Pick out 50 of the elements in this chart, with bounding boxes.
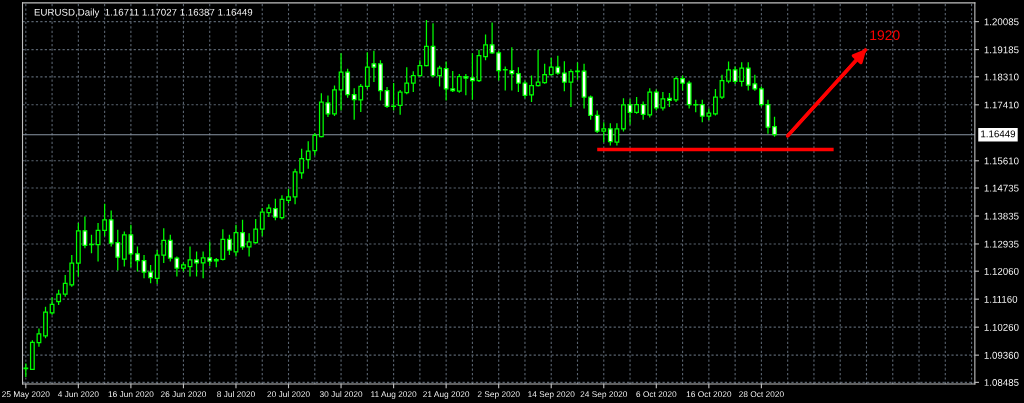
candlestick (148, 264, 154, 284)
x-tick-label: 6 Oct 2020 (636, 391, 677, 398)
y-tick-label: 1.10260 (984, 323, 1019, 331)
text: EURUSD,Daily 1.16711 1.17027 1.16387 1.16449 (34, 8, 253, 18)
x-tick-label: 30 Jul 2020 (319, 391, 363, 398)
candlestick (43, 306, 48, 339)
y-tick-label: 1.09360 (984, 351, 1019, 359)
y-tick-label: 1.18310 (984, 73, 1019, 81)
x-tick-label: 8 Jul 2020 (217, 391, 255, 398)
x-tick-label: 16 Oct 2020 (686, 391, 732, 398)
y-tick-label: 1.08485 (984, 379, 1019, 386)
x-tick-label: 21 Aug 2020 (423, 391, 470, 399)
candlestick (515, 66, 521, 93)
x-tick-label: 20 Jul 2020 (267, 391, 310, 398)
y-tick-label: 1.11160 (984, 295, 1018, 303)
y-tick-label: 1.14735 (984, 184, 1019, 192)
candlestick (529, 74, 534, 103)
x-tick-label: 11 Aug 2020 (371, 391, 417, 399)
candlestick (135, 245, 140, 273)
annotation: 1920 (870, 30, 900, 41)
candlestick (469, 52, 475, 101)
y-tick-label: 1.17410 (984, 101, 1019, 109)
y-tick-label: 1.13835 (984, 212, 1019, 220)
y-tick-label: 1.12060 (984, 267, 1019, 275)
candlestick (621, 97, 626, 133)
x-tick-label: 4 Jun 2020 (57, 391, 99, 398)
x-tick-label: 28 Oct 2020 (739, 391, 784, 398)
candlestick (758, 85, 764, 108)
x-tick-label: 26 Jun 2020 (160, 391, 207, 398)
y-tick-label: 1.15610 (984, 157, 1019, 165)
candlestick (424, 19, 429, 67)
candlestick (712, 88, 718, 117)
y-tick-label: 1.12935 (984, 240, 1019, 248)
candlestick (226, 234, 232, 256)
candlestick (332, 84, 337, 117)
candlestick (240, 219, 245, 251)
x-tick-label: 16 Jun 2020 (108, 391, 154, 398)
candlestick (437, 65, 443, 88)
x-tick-label: 2 Sep 2020 (477, 391, 520, 399)
x-tick-label: 14 Sep 2020 (528, 391, 575, 399)
candlestick (194, 250, 200, 278)
candlestick (483, 33, 488, 61)
y-tick-label: 1.19185 (984, 46, 1019, 54)
y-tick-label: 1.20085 (984, 18, 1019, 26)
ref-line-label: 1.16449 (981, 130, 1016, 138)
x-tick-label: 24 Sep 2020 (580, 391, 628, 399)
candlestick (726, 60, 731, 84)
x-tick-label: 25 May 2020 (2, 391, 50, 399)
candlestick (391, 82, 397, 112)
candlestick (772, 116, 777, 138)
